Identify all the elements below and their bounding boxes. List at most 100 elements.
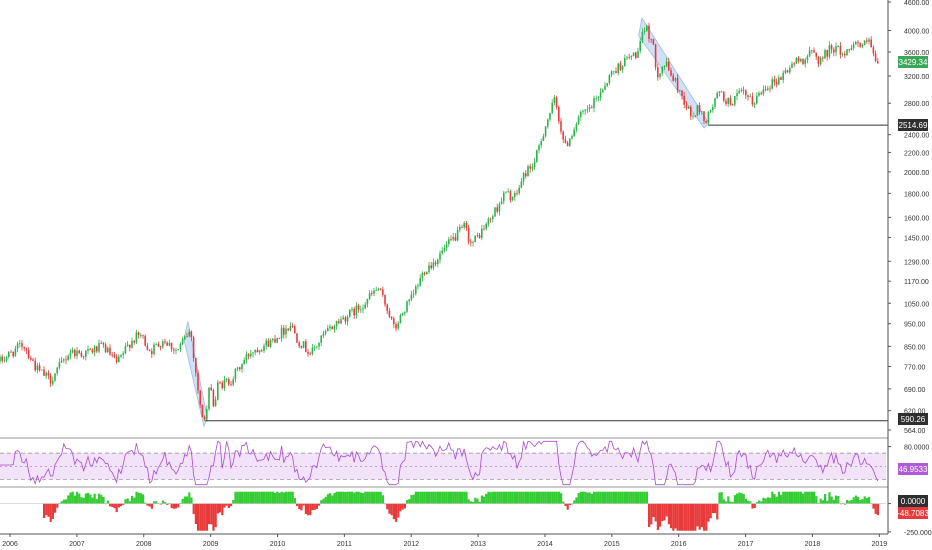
candle	[263, 343, 265, 354]
candle	[89, 347, 91, 351]
candle	[364, 302, 366, 310]
candle	[443, 244, 446, 253]
candle	[234, 368, 237, 383]
candle-body	[522, 173, 525, 182]
histogram-bar	[821, 500, 824, 504]
candle	[415, 284, 417, 296]
rsi-last-badge	[898, 463, 928, 475]
hist-zero-label: 0.0000	[901, 497, 926, 506]
histogram-bar	[518, 491, 521, 504]
candle-body	[241, 363, 243, 370]
histogram-bar	[560, 493, 563, 504]
candle	[474, 235, 476, 243]
histogram-bar	[282, 492, 285, 504]
candle-body	[351, 308, 353, 310]
histogram-bar	[377, 491, 380, 504]
candle	[606, 83, 608, 88]
candle-body	[470, 241, 472, 243]
histogram-bar	[102, 496, 105, 504]
histogram-bar	[674, 503, 677, 529]
candle-body	[819, 57, 822, 65]
candle	[597, 95, 600, 102]
candle-body	[371, 293, 373, 294]
candle-body	[179, 344, 182, 350]
candle-body	[333, 326, 336, 330]
histogram-bar	[551, 491, 554, 504]
candle-body	[276, 337, 278, 343]
histogram-bar	[452, 491, 455, 504]
candle	[575, 122, 578, 133]
candle-body	[74, 349, 76, 357]
candle	[540, 138, 542, 149]
candle-body	[558, 106, 560, 122]
candle-body	[685, 104, 688, 109]
candle	[12, 351, 14, 359]
histogram-bar	[615, 491, 618, 504]
candle	[536, 149, 538, 163]
histogram-bar	[386, 503, 389, 510]
candle	[287, 328, 289, 332]
candle-body	[118, 356, 120, 363]
time-tick-label: 2017	[738, 541, 754, 548]
candle	[868, 37, 870, 45]
histogram-bar	[678, 503, 681, 531]
histogram-bar	[861, 499, 864, 504]
price-tick-label: 2400.00	[904, 133, 929, 140]
histogram-bar	[610, 491, 613, 504]
histogram-bar	[595, 491, 598, 504]
candle-body	[274, 338, 276, 343]
histogram-bar	[111, 503, 114, 507]
candle	[588, 104, 591, 113]
candle	[445, 240, 448, 252]
candle-body	[698, 105, 701, 113]
candle	[272, 338, 274, 343]
candle	[613, 71, 615, 75]
histogram-bar	[782, 491, 785, 504]
histogram-bar	[78, 493, 81, 504]
histogram-bar	[648, 503, 651, 528]
candle-body	[349, 309, 351, 317]
histogram-bar	[608, 491, 611, 504]
histogram-bar	[617, 491, 620, 504]
histogram-bar	[817, 502, 820, 504]
candle-body	[639, 41, 641, 51]
candle-body	[111, 354, 113, 356]
histogram-bar	[485, 493, 488, 504]
candle-body	[217, 382, 219, 400]
candle-body	[547, 119, 549, 127]
candle	[663, 65, 666, 71]
histogram-bar	[45, 503, 48, 516]
histogram-bar	[694, 503, 697, 531]
candle-body	[773, 79, 776, 83]
candle	[716, 91, 718, 99]
candle	[619, 60, 622, 71]
candle-body	[509, 191, 512, 201]
candle	[423, 271, 426, 276]
histogram-bar	[577, 493, 580, 504]
candle	[467, 224, 470, 245]
histogram-bar	[445, 491, 448, 504]
candle	[811, 49, 813, 54]
candle	[494, 207, 496, 217]
candle	[844, 50, 846, 59]
candle-body	[872, 47, 875, 54]
histogram-bar	[443, 491, 446, 504]
price-tick-label: 2200.00	[904, 150, 929, 157]
candle-body	[756, 95, 758, 104]
candle	[74, 348, 76, 359]
candle	[296, 332, 298, 344]
price-axis: 4600.00 4000.00 3600.00 3200.00 2800.00 2400.…	[888, 0, 929, 435]
candle-body	[857, 41, 859, 44]
histogram-bar	[672, 503, 675, 531]
candle-body	[5, 357, 8, 361]
candle	[245, 351, 248, 364]
candle-body	[168, 342, 171, 346]
candle-body	[384, 294, 386, 305]
candle-body	[34, 360, 36, 371]
histogram-bar	[260, 491, 263, 504]
candle	[751, 92, 754, 107]
histogram-bar	[454, 491, 457, 504]
histogram-bar	[450, 491, 453, 504]
candle	[725, 98, 727, 106]
candle-body	[170, 342, 173, 350]
